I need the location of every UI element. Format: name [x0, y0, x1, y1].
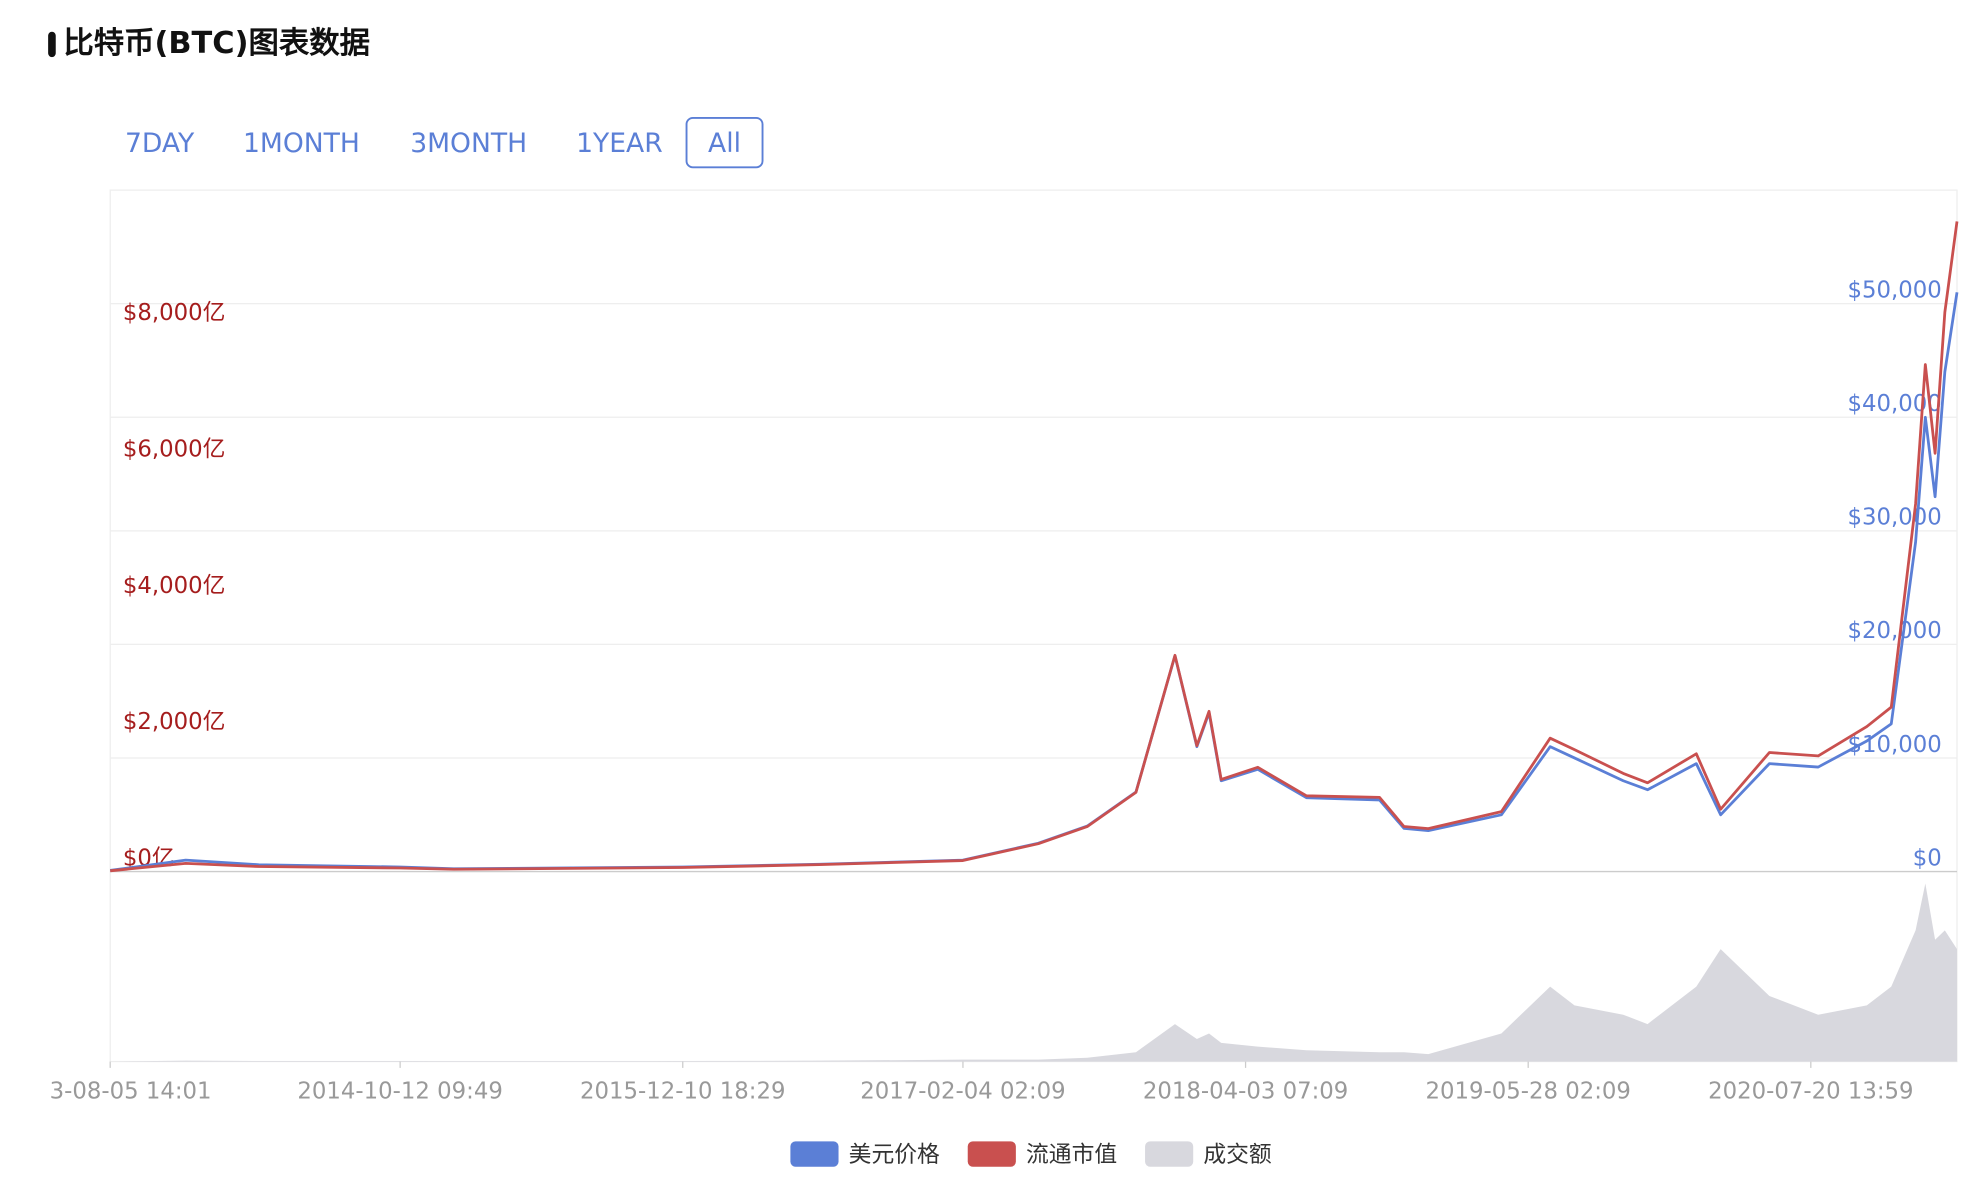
legend-swatch [967, 1141, 1016, 1167]
series-line [110, 292, 1959, 872]
legend-label: 成交额 [1203, 1142, 1272, 1168]
legend-swatch [790, 1141, 839, 1167]
y2-tick-label: $20,000 [1848, 618, 1942, 644]
y-tick-label: $6,000亿 [123, 437, 226, 463]
legend-label: 美元价格 [849, 1142, 940, 1168]
title-marker [48, 31, 56, 58]
y2-tick-label: $50,000 [1848, 278, 1942, 304]
x-tick-label: 2017-02-04 02:09 [860, 1078, 1065, 1104]
volume-area [110, 883, 1958, 1062]
plot-frame [109, 189, 1958, 1063]
x-tick-label: 2019-05-28 02:09 [1425, 1078, 1630, 1104]
tab[interactable]: 3MONTH [410, 128, 527, 159]
y-tick-label: $8,000亿 [123, 300, 226, 326]
x-tick-label: 2020-07-20 13:59 [1708, 1078, 1913, 1104]
legend-swatch [1145, 1141, 1194, 1167]
y2-tick-label: $0 [1913, 845, 1942, 871]
tab-active-frame[interactable] [685, 116, 764, 169]
x-tick-label: 3-08-05 14:01 [50, 1078, 212, 1104]
tab[interactable]: 1YEAR [576, 128, 663, 159]
tab[interactable]: All [708, 128, 741, 159]
x-tick-label: 2015-12-10 18:29 [580, 1078, 785, 1104]
tab[interactable]: 1MONTH [243, 128, 360, 159]
y2-tick-label: $10,000 [1848, 732, 1942, 758]
series-line [110, 221, 1959, 873]
y-tick-label: $2,000亿 [123, 709, 226, 735]
y-tick-label: $4,000亿 [123, 573, 226, 599]
x-tick-label: 2014-10-12 09:49 [297, 1078, 502, 1104]
x-tick-label: 2018-04-03 07:09 [1143, 1078, 1348, 1104]
legend-label: 流通市值 [1026, 1142, 1117, 1168]
y2-tick-label: $40,000 [1848, 391, 1942, 417]
y2-tick-label: $30,000 [1848, 505, 1942, 531]
tab[interactable]: 7DAY [125, 128, 195, 159]
title: 比特币(BTC)图表数据 [63, 26, 370, 61]
